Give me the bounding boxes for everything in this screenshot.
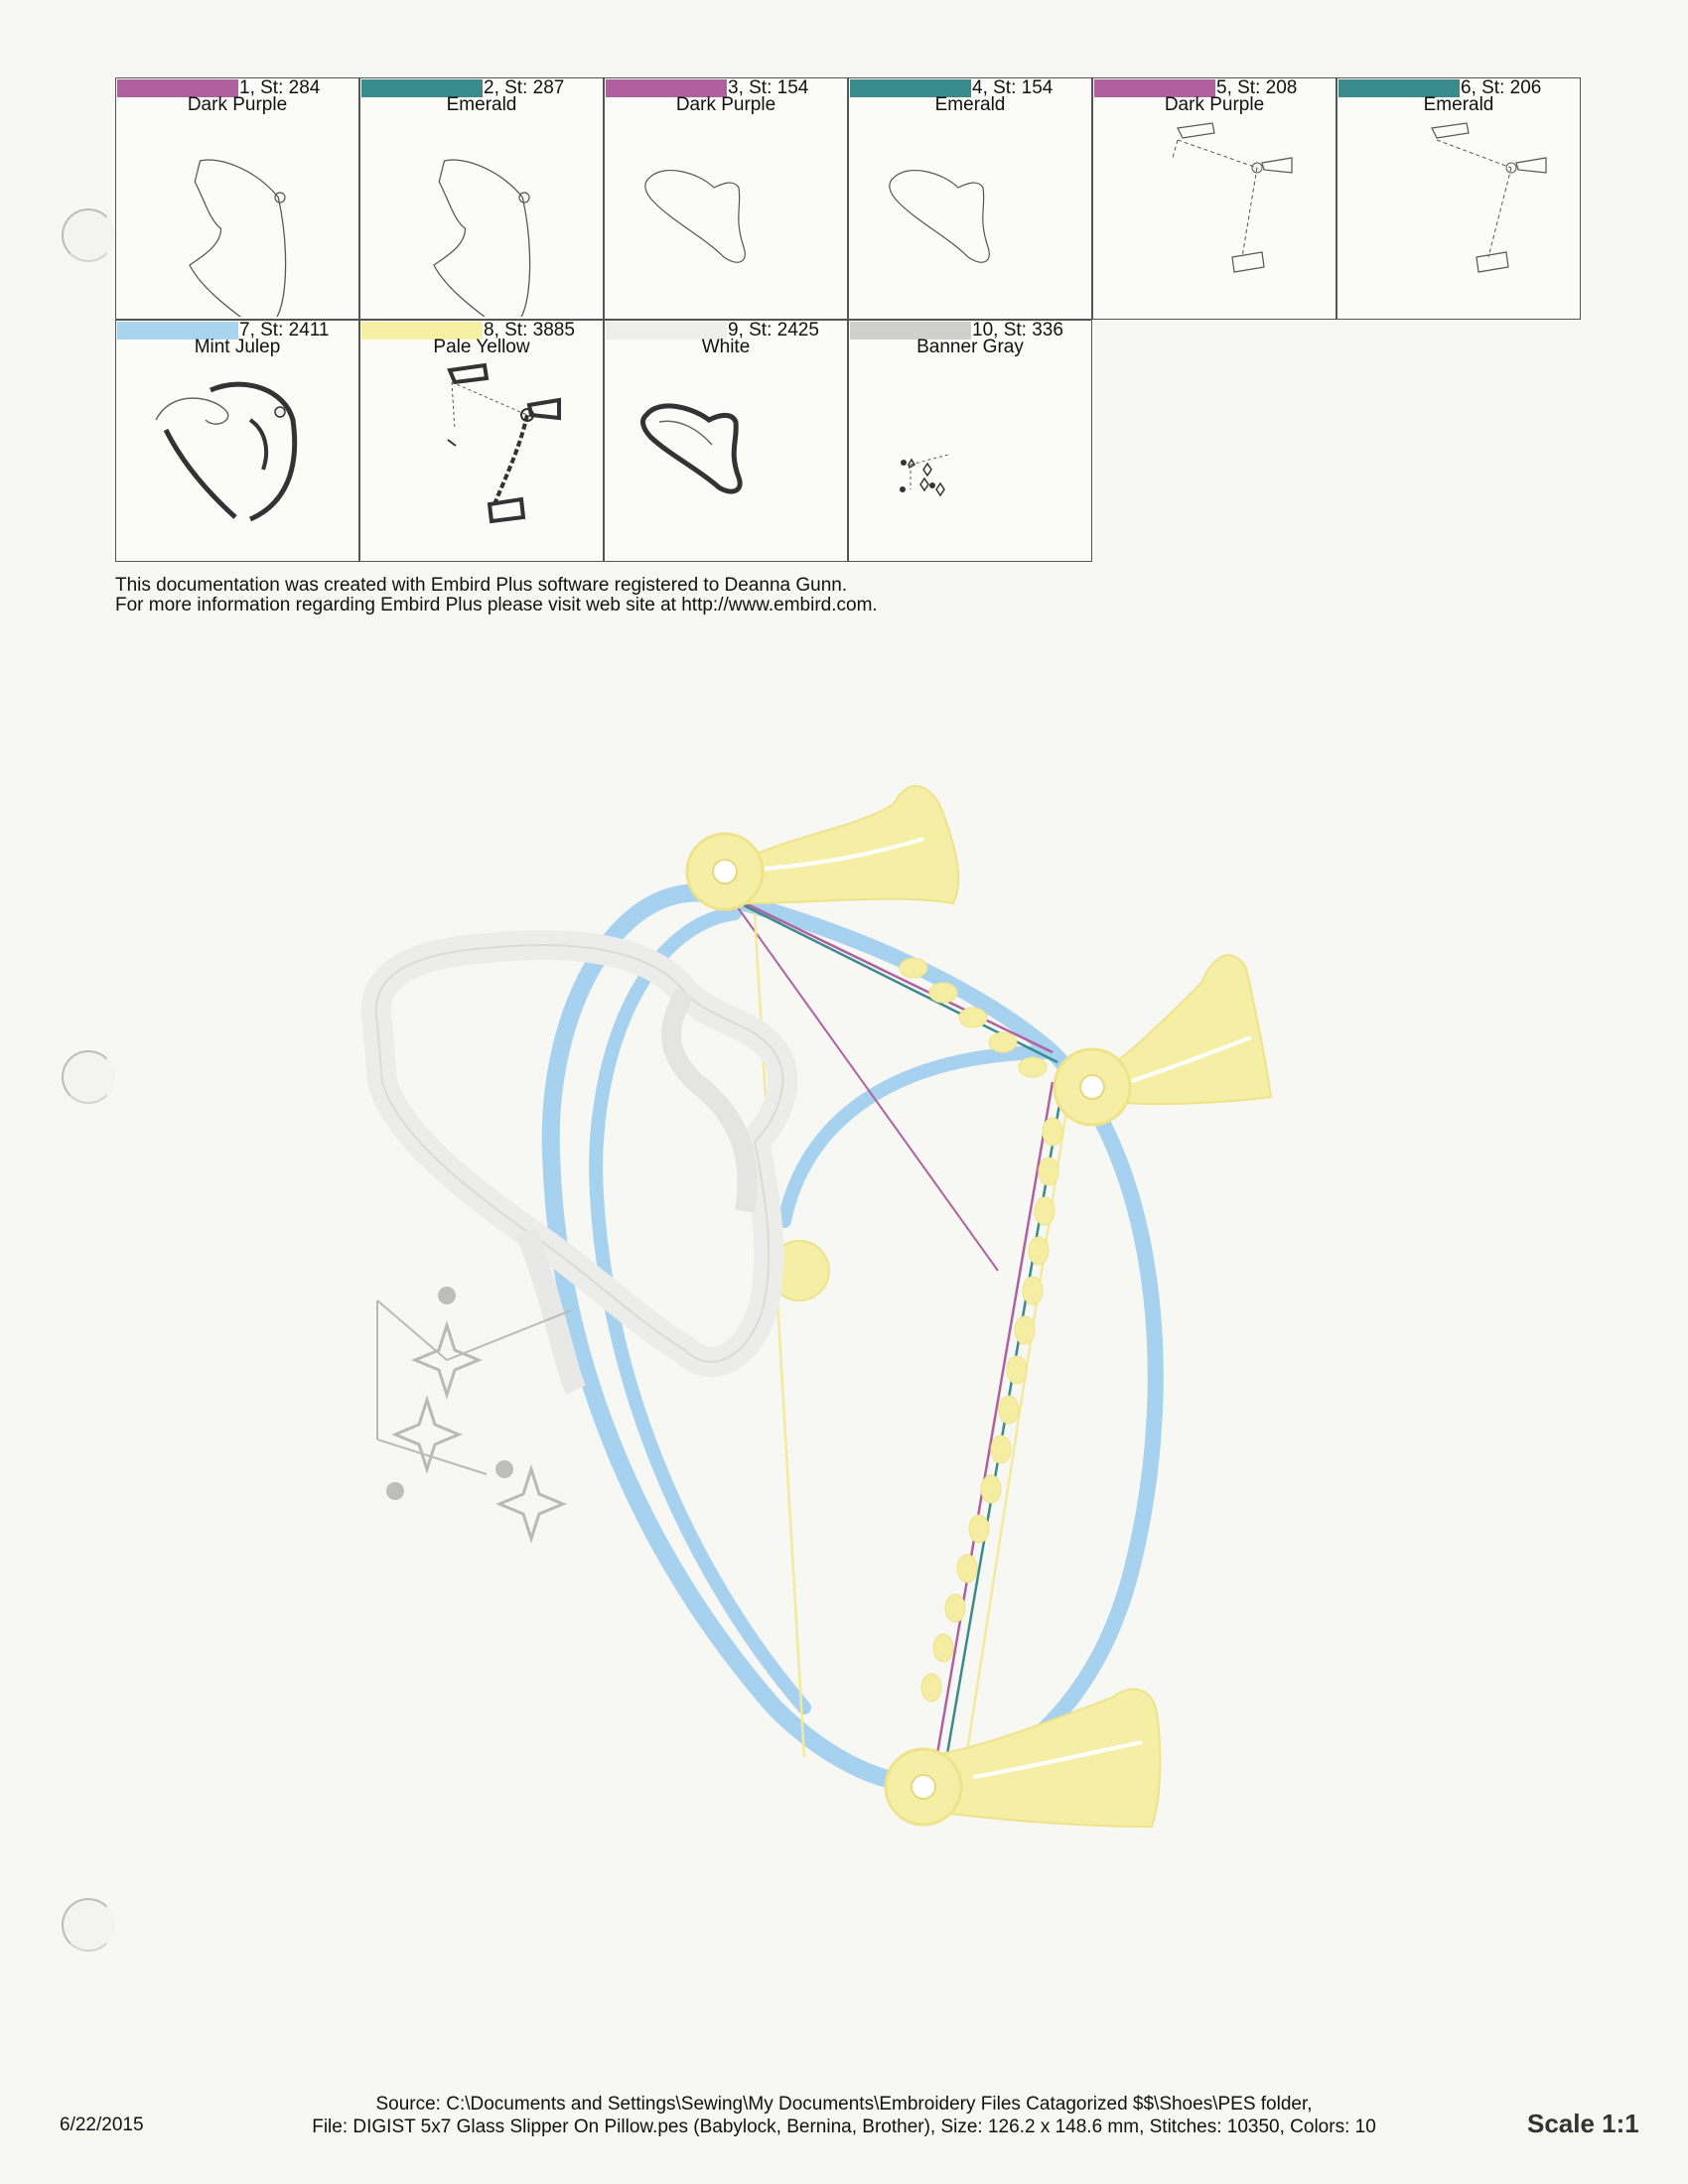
credit-line-1: This documentation was created with Embi… [115, 575, 848, 596]
color-swatch [117, 79, 238, 97]
thumbnail-slipper-outline [889, 169, 990, 263]
thumbnail-slipper-outline [644, 169, 746, 263]
thumbnail-harp-outline [433, 159, 531, 317]
color-cell-8: 8, St: 3885 Pale Yellow [359, 320, 604, 562]
harp-pillar [899, 957, 1063, 1703]
stitch-count: 8, St: 3885 [484, 320, 575, 341]
scale-label: Scale 1:1 [1527, 2109, 1639, 2138]
star-constellation [376, 1299, 572, 1544]
color-cell-10: 10, St: 336 Banner Gray [848, 320, 1092, 562]
color-name: White [701, 337, 751, 357]
punch-hole-middle [62, 1050, 115, 1104]
stitch-count: 4, St: 154 [972, 77, 1054, 98]
color-name: Dark Purple [1164, 94, 1265, 115]
star-dots [386, 1287, 513, 1500]
color-cell-6: 6, St: 206 Emerald [1336, 77, 1581, 320]
thumbnail-stars [900, 454, 949, 497]
color-cell-9: 9, St: 2425 White [604, 320, 848, 562]
stitch-count: 9, St: 2425 [728, 320, 819, 341]
color-name: Banner Gray [916, 337, 1024, 357]
color-name: Dark Purple [675, 94, 776, 115]
color-cell-4: 4, St: 154 Emerald [848, 77, 1092, 320]
color-swatch [117, 322, 238, 340]
thumbnail-slipper [640, 403, 743, 494]
print-date: 6/22/2015 [60, 2115, 144, 2135]
glass-slipper [360, 930, 798, 1395]
color-name: Emerald [934, 94, 1006, 115]
thumbnail-bells [447, 362, 561, 524]
software-credit: This documentation was created with Embi… [115, 576, 878, 615]
thumbnail-harp-outline [189, 159, 287, 317]
color-cell-5: 5, St: 208 Dark Purple [1092, 77, 1336, 320]
thumbnail-bell-constellation [1172, 122, 1293, 273]
stitch-count: 10, St: 336 [972, 320, 1063, 341]
color-name: Emerald [1423, 94, 1494, 115]
color-swatch [850, 79, 971, 97]
file-details: File: DIGIST 5x7 Glass Slipper On Pillow… [312, 2116, 1376, 2137]
stitch-count: 3, St: 154 [728, 77, 809, 98]
color-swatch [1338, 79, 1460, 97]
credit-line-2: For more information regarding Embird Pl… [115, 595, 878, 615]
color-cell-1: 1, St: 284 Dark Purple [115, 77, 359, 320]
embroidery-design-preview [360, 784, 1273, 1829]
color-name: Pale Yellow [433, 337, 530, 357]
thumbnail-bell-constellation [1431, 122, 1547, 273]
color-swatch [361, 79, 483, 97]
stitch-count: 1, St: 284 [239, 77, 321, 98]
color-swatch [606, 79, 727, 97]
harp-frame [541, 884, 1164, 1795]
color-name: Emerald [446, 94, 517, 115]
color-swatch [850, 322, 971, 340]
punch-hole-bottom [62, 1898, 115, 1952]
bell-bottom [884, 1688, 1162, 1829]
color-swatch [606, 322, 727, 340]
color-name: Mint Julep [194, 337, 281, 357]
stitch-count: 6, St: 206 [1461, 77, 1542, 98]
bell-middle [1053, 954, 1273, 1127]
source-path: Source: C:\Documents and Settings\Sewing… [375, 2094, 1313, 2115]
bell-top [685, 784, 960, 911]
color-swatch [1094, 79, 1215, 97]
color-name: Dark Purple [187, 94, 288, 115]
stitch-count: 7, St: 2411 [239, 320, 330, 341]
stitch-count: 5, St: 208 [1216, 77, 1298, 98]
color-cell-2: 2, St: 287 Emerald [359, 77, 604, 320]
color-swatch [361, 322, 483, 340]
thumbnail-harp-frame [155, 381, 298, 522]
stitch-count: 2, St: 287 [484, 77, 565, 98]
color-cell-7: 7, St: 2411 Mint Julep [115, 320, 359, 562]
file-info: Source: C:\Documents and Settings\Sewing… [228, 2093, 1460, 2138]
color-cell-3: 3, St: 154 Dark Purple [604, 77, 848, 320]
punch-hole-top [62, 208, 115, 262]
